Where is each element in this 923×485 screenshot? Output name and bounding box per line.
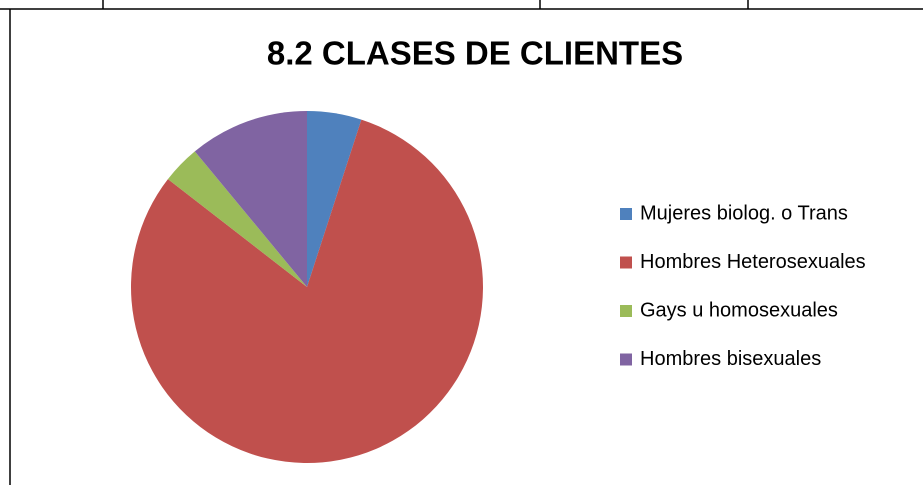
legend-label: Hombres bisexuales [640, 348, 821, 370]
pie-slice [194, 111, 307, 287]
legend-label: Hombres Heterosexuales [640, 251, 866, 273]
pie-slice [167, 151, 307, 287]
pie-slice [131, 119, 483, 464]
legend-label: Mujeres biolog. o Trans [640, 202, 848, 224]
legend-swatch [620, 208, 632, 220]
legend-swatch [620, 305, 632, 317]
chart-title: 8.2 CLASES DE CLIENTES [267, 35, 683, 72]
legend-label: Gays u homosexuales [640, 299, 838, 321]
pie-slice [307, 111, 362, 287]
legend-swatch [620, 353, 632, 366]
legend-swatch [620, 256, 632, 269]
